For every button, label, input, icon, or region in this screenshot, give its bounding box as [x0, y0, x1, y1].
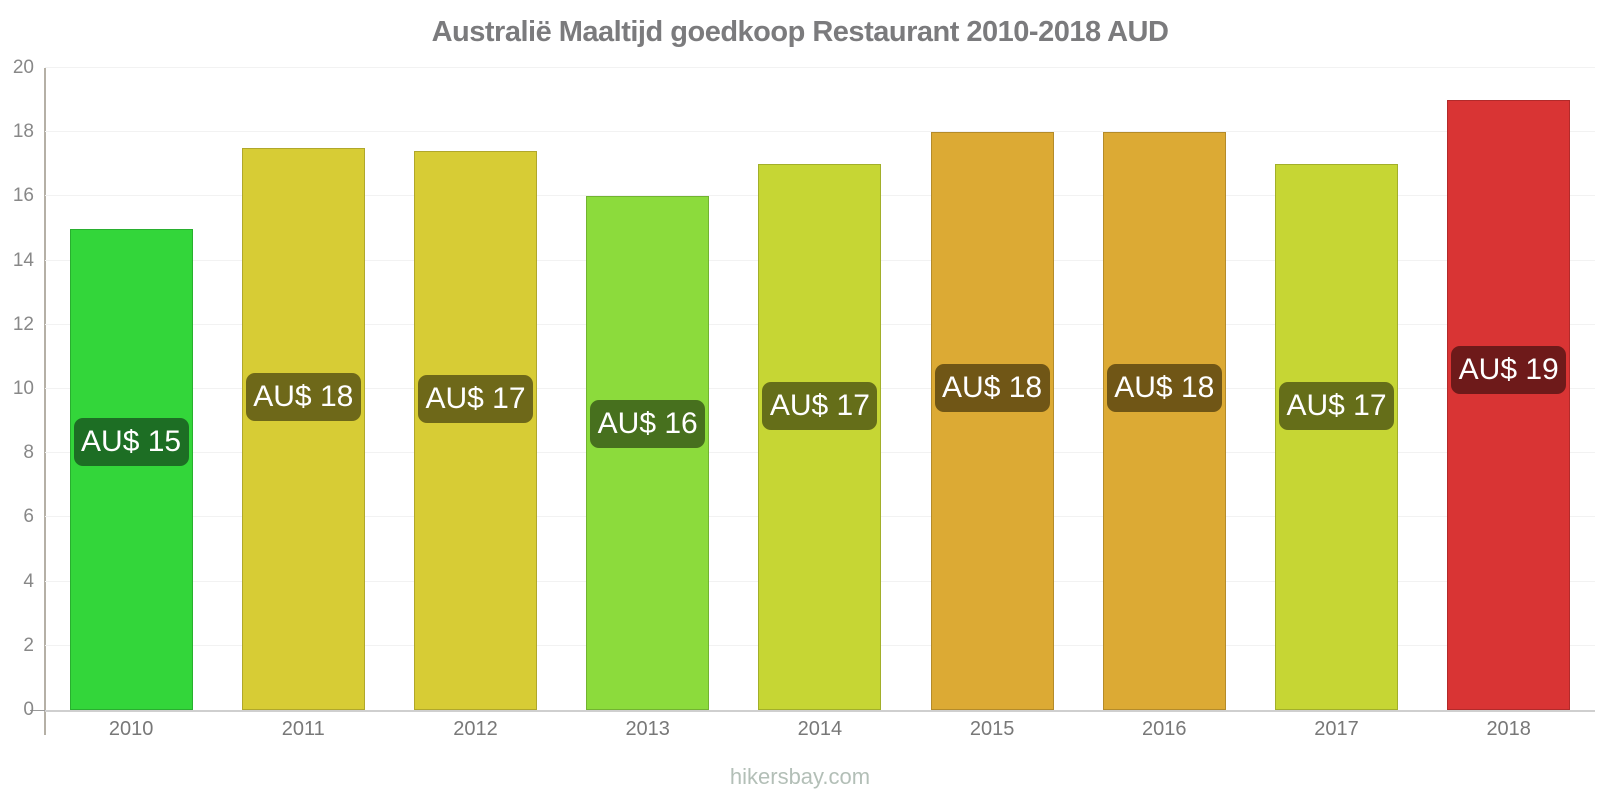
x-tick-label: 2016	[1142, 718, 1187, 740]
y-axis-zero-tick	[30, 710, 45, 711]
bar-value-label: AU$ 15	[73, 417, 189, 466]
x-tick-label: 2013	[625, 718, 670, 740]
bar-2010[interactable]: AU$ 15	[69, 228, 193, 710]
x-tick-label: 2010	[108, 718, 154, 740]
x-tick-label: 2011	[281, 718, 325, 740]
chart-title: Australië Maaltijd goedkoop Restaurant 2…	[431, 16, 1169, 48]
bar-value-label: AU$ 16	[590, 400, 706, 449]
x-tick-label: 2015	[969, 718, 1015, 740]
bar-2012[interactable]: AU$ 17	[414, 151, 537, 710]
x-tick-label: 2014	[797, 718, 843, 740]
x-axis-tick-labels: 2010 2011 2012 2013 2014 2015 2016 2017 2018	[45, 718, 1595, 746]
y-axis-tick-labels: 0 2 4 6 8 10 12 14 16 18 20	[0, 57, 36, 720]
bar-value-label: AU$ 17	[418, 375, 533, 423]
y-tick-label: 4	[23, 570, 34, 592]
bar-2013[interactable]: AU$ 16	[586, 196, 710, 710]
y-tick-label: 10	[12, 378, 34, 399]
y-axis-line	[44, 68, 46, 735]
x-tick-label: 2012	[453, 718, 498, 740]
bar-2014[interactable]: AU$ 17	[758, 164, 882, 710]
x-tick-label: 2017	[1314, 718, 1359, 740]
bar-2018[interactable]: AU$ 19	[1447, 100, 1571, 710]
bar-value-label: AU$ 19	[1451, 346, 1567, 395]
y-tick-label: 6	[23, 506, 34, 528]
plot-area: AU$ 15 AU$ 18 AU$ 17 AU$ 16 AU$ 17 AU$ 18 AU$ …	[45, 67, 1595, 712]
y-tick-label: 0	[23, 699, 34, 720]
bar-2015[interactable]: AU$ 18	[930, 132, 1054, 710]
gridline	[45, 131, 1595, 133]
y-tick-label: 16	[12, 185, 34, 207]
bar-value-label: AU$ 18	[934, 364, 1050, 413]
watermark-text: hikersbay.com	[729, 764, 871, 789]
bar-2011[interactable]: AU$ 18	[241, 148, 365, 710]
bar-2017[interactable]: AU$ 17	[1275, 164, 1398, 710]
y-tick-label: 18	[12, 121, 34, 143]
bar-value-label: AU$ 18	[1106, 364, 1222, 413]
bar-value-label: AU$ 18	[245, 373, 361, 422]
y-tick-label: 20	[12, 57, 34, 78]
bar-2016[interactable]: AU$ 18	[1102, 132, 1226, 710]
y-tick-label: 14	[12, 249, 34, 271]
y-tick-label: 12	[12, 313, 34, 335]
bar-value-label: AU$ 17	[1279, 382, 1394, 431]
bar-value-label: AU$ 17	[762, 382, 878, 431]
gridline	[45, 67, 1595, 68]
y-tick-label: 8	[23, 442, 34, 464]
x-tick-label: 2018	[1486, 718, 1531, 740]
y-tick-label: 2	[23, 634, 34, 656]
